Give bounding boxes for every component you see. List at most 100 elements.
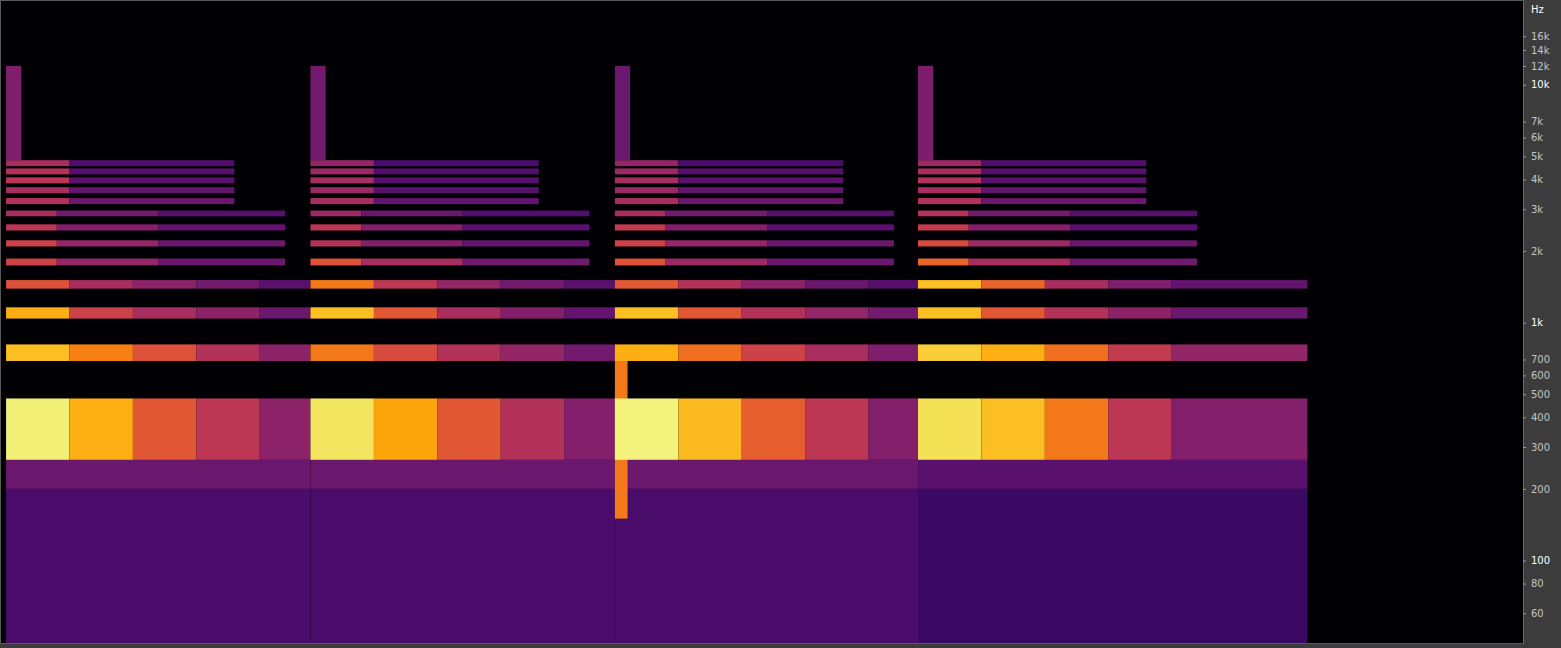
heatmap-cell: [918, 259, 969, 266]
y-tick-mark: [1523, 50, 1526, 51]
heatmap-cell: [981, 398, 1044, 459]
heatmap-cell: [1108, 280, 1171, 289]
heatmap-cell: [1045, 398, 1108, 459]
heatmap-cell: [869, 307, 918, 318]
heatmap-cell: [6, 224, 57, 230]
heatmap-cell: [196, 398, 259, 459]
heatmap-cell: [57, 211, 158, 217]
heatmap-cell: [918, 307, 981, 318]
y-tick: 14k: [1523, 45, 1550, 56]
heatmap-cell: [666, 240, 767, 246]
heatmap-cell: [666, 259, 767, 266]
heatmap-cell: [918, 460, 1307, 489]
y-tick-label: 400: [1531, 412, 1550, 423]
y-tick-label: 7k: [1531, 116, 1543, 127]
y-tick: 300: [1523, 442, 1550, 453]
heatmap-cell: [310, 259, 361, 266]
heatmap-cell: [501, 280, 564, 289]
heatmap-cell: [742, 307, 805, 318]
heatmap-cell: [678, 160, 843, 166]
heatmap-cell: [6, 211, 57, 217]
heatmap-cell: [57, 259, 158, 266]
y-tick-mark: [1523, 394, 1526, 395]
heatmap-cell: [6, 489, 310, 643]
heatmap-cell: [361, 211, 462, 217]
y-tick-label: 100: [1531, 555, 1550, 566]
heatmap-cell: [260, 307, 311, 318]
heatmap-cell: [310, 307, 373, 318]
heatmap-cell: [260, 398, 311, 459]
y-tick: 4k: [1523, 174, 1543, 185]
heatmap-cell: [918, 168, 981, 174]
heatmap-cell: [1070, 240, 1197, 246]
heatmap-cell: [918, 489, 1307, 643]
y-tick-label: 700: [1531, 354, 1550, 365]
heatmap-cell: [981, 160, 1146, 166]
heatmap-cell: [918, 187, 981, 193]
heatmap-cell: [1108, 344, 1171, 361]
y-tick-label: 10k: [1531, 79, 1550, 90]
y-tick-mark: [1523, 584, 1526, 585]
heatmap-cell: [615, 198, 678, 204]
heatmap-cell: [310, 160, 373, 166]
heatmap-cell: [1070, 259, 1197, 266]
heatmap-cell: [615, 211, 666, 217]
y-tick: 5k: [1523, 151, 1543, 162]
heatmap-cell: [361, 259, 462, 266]
heatmap-cell: [981, 187, 1146, 193]
heatmap-cell: [981, 198, 1146, 204]
heatmap-cell: [69, 177, 234, 183]
y-tick-mark: [1523, 209, 1526, 210]
heatmap-cell: [666, 224, 767, 230]
y-tick-label: 60: [1531, 608, 1544, 619]
y-tick-mark: [1523, 489, 1526, 490]
y-tick-label: 2k: [1531, 246, 1543, 257]
heatmap-cell: [615, 187, 678, 193]
heatmap-cell: [310, 66, 325, 160]
heatmap-cell: [310, 198, 373, 204]
heatmap-cell: [869, 280, 918, 289]
y-tick: 2k: [1523, 246, 1543, 257]
heatmap-cell: [6, 398, 69, 459]
y-tick-mark: [1523, 375, 1526, 376]
heatmap-cell: [57, 224, 158, 230]
heatmap-cell: [869, 344, 918, 361]
heatmap-cell: [437, 307, 500, 318]
heatmap-cell: [196, 280, 259, 289]
heatmap-cell: [133, 280, 196, 289]
heatmap-cell: [374, 168, 539, 174]
heatmap-cell: [310, 211, 361, 217]
heatmap-cell: [69, 160, 234, 166]
heatmap-cell: [69, 398, 132, 459]
heatmap-cell: [6, 460, 310, 489]
heatmap-cell: [615, 240, 666, 246]
y-tick-label: 4k: [1531, 174, 1543, 185]
heatmap-cell: [158, 240, 285, 246]
heatmap-cell: [1172, 344, 1308, 361]
heatmap-cell: [69, 280, 132, 289]
plot-area: [6, 66, 1307, 643]
heatmap-cell: [1108, 398, 1171, 459]
heatmap-cell: [615, 460, 918, 489]
heatmap-cell: [615, 344, 678, 361]
heatmap-cell: [564, 398, 615, 459]
y-tick-mark: [1523, 122, 1526, 123]
heatmap-cell: [981, 168, 1146, 174]
background: [0, 0, 1561, 648]
y-tick-label: 16k: [1531, 31, 1550, 42]
heatmap-cell: [501, 344, 564, 361]
heatmap-cell: [805, 398, 868, 459]
heatmap-cell: [6, 177, 69, 183]
heatmap-cell: [678, 168, 843, 174]
heatmap-cell: [969, 211, 1070, 217]
heatmap-cell: [6, 198, 69, 204]
heatmap-cell: [310, 240, 361, 246]
heatmap-cell: [615, 224, 666, 230]
y-tick-mark: [1523, 417, 1526, 418]
heatmap-cell: [918, 66, 933, 160]
heatmap-cell: [361, 224, 462, 230]
y-tick: 200: [1523, 484, 1550, 495]
heatmap-cell: [1108, 307, 1171, 318]
heatmap-cell: [374, 160, 539, 166]
y-tick: 12k: [1523, 61, 1550, 72]
